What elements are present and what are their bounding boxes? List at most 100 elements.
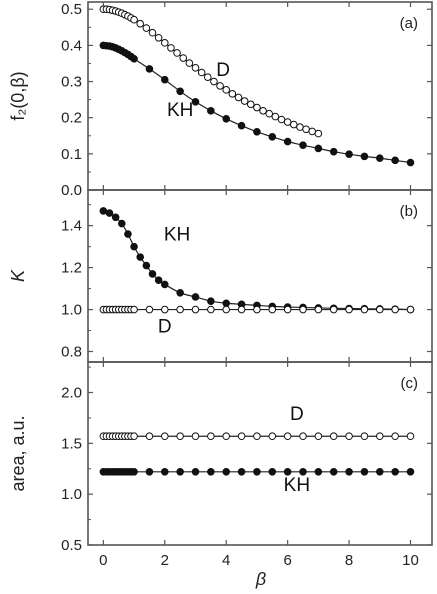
data-point [237,468,246,476]
data-point [375,305,384,314]
data-point [314,144,323,153]
data-point [329,432,338,441]
data-point [130,305,138,314]
data-point [142,24,151,32]
data-point [197,68,206,77]
data-point [105,209,114,217]
data-point [299,432,307,441]
data-point [329,147,338,156]
y-axis-label: K [8,269,28,282]
data-point [111,213,120,222]
data-point [207,107,215,115]
data-point [145,305,154,314]
data-point [240,97,249,105]
data-point [191,97,200,106]
data-point [237,121,246,130]
x-tick-label: 6 [283,552,291,569]
data-point [289,120,298,129]
data-point [176,432,184,441]
series-label: KH [167,100,193,121]
y-tick-label: 0.2 [61,110,82,127]
data-point [191,468,200,476]
data-point [406,305,415,314]
series-label: D [290,404,304,425]
panel-tag: (a) [400,15,418,32]
data-point [160,305,169,314]
data-point [207,432,215,441]
data-point [375,432,384,441]
data-point [283,432,292,441]
data-point [191,64,200,72]
data-point [345,150,353,159]
data-point [314,468,323,476]
data-point [314,432,323,441]
panel-2: 0.8 1.0 1.2 1.4 (b) K KH D [8,189,433,363]
data-point [130,432,138,441]
y-tick-label: 0.1 [61,146,82,163]
y-tick-label: 0.8 [61,344,82,361]
series-label: D [216,60,230,81]
data-point [406,432,415,441]
y-tick-label: 1.2 [61,260,82,277]
data-point [222,305,231,314]
data-point [185,59,194,67]
y-tick-label: 0.4 [61,37,82,54]
data-point [308,127,317,136]
data-point [345,305,353,314]
data-point [173,49,181,57]
data-point [268,432,277,441]
data-point [222,468,231,476]
data-point [253,127,261,136]
data-point [191,432,200,441]
data-point [271,112,280,121]
data-point [130,54,138,63]
y-tick-label: 0.5 [61,1,82,18]
data-point [160,280,169,289]
data-point [283,118,292,126]
data-point [253,305,261,314]
data-point [314,305,323,314]
data-point [136,253,145,261]
data-point [277,115,286,124]
data-point [176,87,184,96]
data-point [207,468,215,476]
data-point [268,133,277,141]
data-point [222,114,231,123]
x-tick-label: 2 [161,552,169,569]
series-label: KH [164,224,190,245]
data-point [222,299,231,308]
data-point [253,468,261,476]
panel-tag: (c) [401,375,419,392]
data-point [130,15,138,24]
series-label: KH [284,475,310,496]
data-point [375,468,384,476]
data-point [160,75,169,84]
panel-frame [87,361,433,546]
data-point [406,158,415,167]
data-point [207,305,215,314]
data-point [360,152,369,161]
data-point [360,432,369,441]
data-point [145,432,154,441]
data-point [145,468,154,476]
y-axis-label: area, a.u. [8,415,28,491]
data-point [179,54,188,62]
data-point [148,28,157,37]
data-point [253,103,261,112]
y-axis-label: f₂(0,β) [8,71,28,120]
data-point [237,305,246,314]
y-tick-label: 1.0 [61,302,82,319]
data-point [299,305,307,314]
y-tick-label: 0.5 [61,537,82,554]
data-point [265,109,274,118]
y-tick-label: 0.3 [61,74,82,91]
data-point [154,276,163,284]
data-point [130,242,138,251]
data-point [234,93,243,102]
data-point [345,432,353,441]
x-tick-label: 0 [99,552,107,569]
panel-3: 0.5 1.0 1.5 2.0 0 2 4 6 8 10 (c) area, a.u. D KH [8,361,433,569]
data-point [329,305,338,314]
panel-1: 0.0 0.1 0.2 0.3 0.4 0.5 (a) f₂(0,β) D KH [8,1,433,199]
